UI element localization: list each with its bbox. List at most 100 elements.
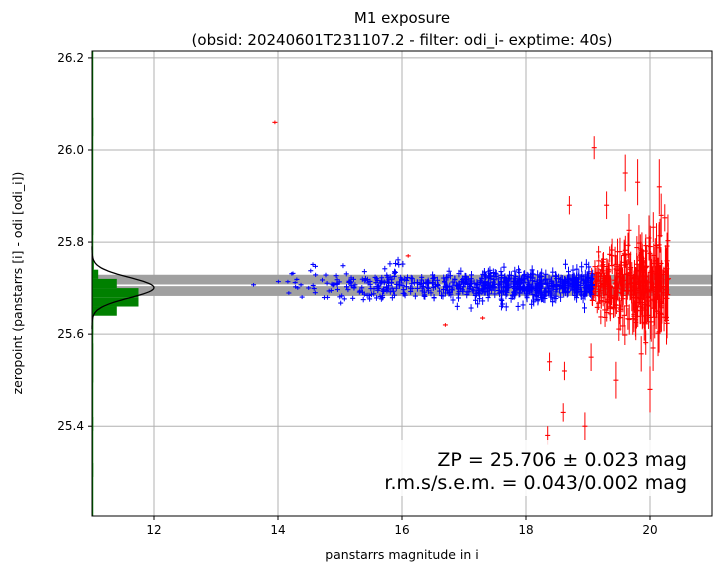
used-star xyxy=(364,292,370,299)
used-star xyxy=(456,280,462,289)
gaussian-curve xyxy=(91,246,155,330)
rejected-star xyxy=(625,232,631,258)
used-star xyxy=(323,272,329,278)
used-star xyxy=(345,287,351,293)
used-star xyxy=(589,280,595,291)
rejected-star xyxy=(590,294,596,307)
rejected-star xyxy=(647,235,653,271)
used-star xyxy=(385,280,391,286)
rejected-star xyxy=(626,304,632,335)
rejected-star xyxy=(657,218,663,253)
used-star xyxy=(521,270,527,280)
used-star xyxy=(576,269,582,281)
used-star xyxy=(381,286,387,293)
used-star xyxy=(534,291,540,301)
rejected-star xyxy=(613,257,619,281)
rejected-star xyxy=(651,287,657,315)
used-star xyxy=(529,282,535,292)
used-star xyxy=(357,288,363,294)
rejected-star xyxy=(617,264,623,282)
rejected-star xyxy=(582,412,588,441)
used-star xyxy=(543,278,549,288)
used-star xyxy=(506,282,512,292)
used-star xyxy=(558,274,564,285)
rejected-star xyxy=(629,262,635,296)
used-star xyxy=(530,281,536,291)
used-star xyxy=(308,268,314,273)
used-star xyxy=(364,276,370,283)
used-star xyxy=(529,273,535,283)
used-star xyxy=(312,290,318,295)
used-star xyxy=(460,282,466,291)
used-star xyxy=(498,294,504,304)
used-star xyxy=(392,269,398,276)
histogram-bar xyxy=(92,269,99,279)
rejected-star xyxy=(665,214,671,267)
used-star xyxy=(587,286,593,297)
rejected-star xyxy=(617,237,623,266)
rejected-star xyxy=(588,343,594,371)
used-star xyxy=(527,285,533,295)
used-star xyxy=(485,278,491,287)
used-star xyxy=(475,288,481,297)
used-star xyxy=(549,276,555,287)
used-star xyxy=(334,277,340,283)
used-star xyxy=(393,260,399,267)
used-star xyxy=(324,280,330,286)
rejected-star xyxy=(604,292,610,311)
annotation-background xyxy=(348,440,694,496)
used-star xyxy=(516,278,522,288)
rejected-star xyxy=(628,266,634,300)
used-star xyxy=(442,278,448,286)
rejected-star xyxy=(664,255,670,304)
used-star xyxy=(402,291,408,299)
used-star xyxy=(392,292,398,299)
used-star xyxy=(405,274,411,281)
used-star xyxy=(503,302,509,312)
used-star xyxy=(539,271,545,282)
used-star xyxy=(400,260,406,268)
rejected-star xyxy=(547,352,553,371)
rejected-star xyxy=(594,301,600,314)
used-star xyxy=(481,284,487,293)
used-star xyxy=(387,288,393,295)
used-star xyxy=(401,290,407,297)
y-tick-label: 26.2 xyxy=(57,51,84,65)
used-star xyxy=(359,285,365,291)
used-star xyxy=(447,272,453,280)
used-star xyxy=(343,271,349,277)
used-star xyxy=(545,286,551,296)
rejected-star xyxy=(626,244,632,265)
used-star xyxy=(295,285,301,290)
used-star xyxy=(506,274,512,284)
rejected-star xyxy=(618,299,624,319)
used-star xyxy=(521,284,527,294)
used-star xyxy=(338,300,344,306)
used-star xyxy=(310,283,316,288)
used-star xyxy=(525,272,531,282)
rejected-star xyxy=(623,295,629,317)
used-star xyxy=(425,287,431,295)
gaussian-fit xyxy=(91,246,155,330)
rejected-stars xyxy=(272,120,671,445)
used-star xyxy=(379,279,385,286)
used-star xyxy=(553,273,559,284)
rejected-star xyxy=(598,309,604,325)
used-star xyxy=(290,271,296,276)
used-star xyxy=(456,294,462,302)
used-star xyxy=(570,265,576,276)
used-star xyxy=(325,295,331,300)
used-star xyxy=(524,293,530,303)
used-star xyxy=(440,292,446,300)
used-star xyxy=(373,279,379,286)
used-star xyxy=(498,302,504,311)
rejected-star xyxy=(633,304,639,341)
used-star xyxy=(560,283,566,294)
used-star xyxy=(424,279,430,286)
rejected-star xyxy=(656,310,662,353)
rejected-star xyxy=(655,310,661,357)
rejected-star xyxy=(661,303,667,332)
used-star xyxy=(572,279,578,290)
x-axis-ticks: 12 14 16 18 20 xyxy=(146,516,658,537)
